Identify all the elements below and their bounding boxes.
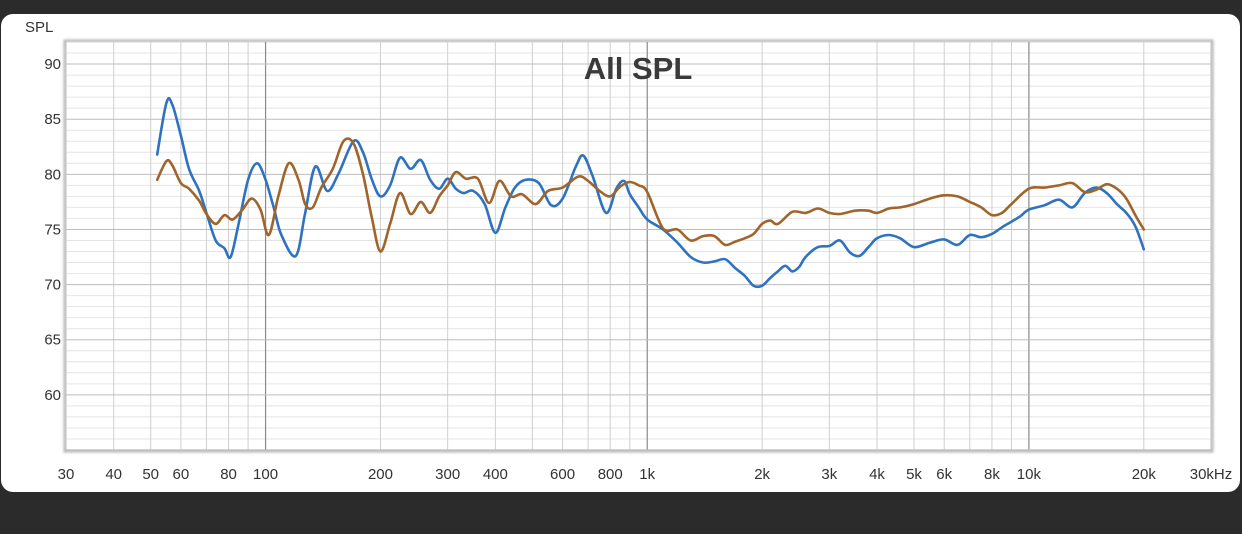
grid-minor-y <box>66 41 1211 440</box>
y-tick-label: 80 <box>44 166 61 183</box>
x-tick-label: 20k <box>1132 466 1157 483</box>
x-tick-label: 300 <box>435 466 460 483</box>
plot-frame-shadow <box>63 39 1214 453</box>
y-tick-label: 60 <box>44 387 61 404</box>
y-tick-label: 65 <box>44 332 61 349</box>
x-tick-label: 50 <box>142 466 159 483</box>
x-tick-label: 2k <box>754 466 770 483</box>
y-tick-label: 75 <box>44 221 61 238</box>
y-tick-label: 90 <box>44 56 61 73</box>
x-tick-labels: 30 40 50 60 80 100 200 300 400 600 800 1k 2k 3k 4k 5k 6k… <box>58 466 1233 483</box>
x-tick-label: 60 <box>173 466 190 483</box>
x-tick-label: 200 <box>368 466 393 483</box>
x-tick-label: 400 <box>483 466 508 483</box>
x-tick-label: 3k <box>821 466 837 483</box>
spl-chart: SPL All SPL 60 65 70 75 80 85 90 30 40 50 60 80 100… <box>25 19 1233 483</box>
chart-title: All SPL <box>584 51 693 86</box>
x-tick-label: 4k <box>869 466 885 483</box>
series-line-1 <box>155 96 1146 289</box>
y-tick-labels: 60 65 70 75 80 85 90 <box>44 56 61 404</box>
x-tick-label: 10k <box>1017 466 1042 483</box>
x-tick-label: 100 <box>253 466 278 483</box>
series-line-2 <box>155 137 1146 253</box>
y-tick-label: 70 <box>44 277 61 294</box>
x-tick-label: 5k <box>906 466 922 483</box>
grid-x <box>65 42 1212 450</box>
x-tick-label: 800 <box>598 466 623 483</box>
x-tick-label: 8k <box>984 466 1000 483</box>
series-group <box>155 96 1146 289</box>
chart-card: SPL All SPL 60 65 70 75 80 85 90 30 40 50 60 80 100… <box>1 14 1240 492</box>
x-tick-label: 30 <box>58 466 75 483</box>
x-tick-label: 6k <box>936 466 952 483</box>
plot-area <box>65 41 1212 451</box>
grid-major-y <box>66 63 1211 451</box>
x-tick-label: 1k <box>639 466 655 483</box>
y-tick-label: 85 <box>44 111 61 128</box>
x-tick-label: 80 <box>220 466 237 483</box>
x-tick-label: 30kHz <box>1190 466 1233 483</box>
y-axis-label: SPL <box>25 19 53 36</box>
x-tick-label: 40 <box>105 466 122 483</box>
x-tick-label: 600 <box>550 466 575 483</box>
